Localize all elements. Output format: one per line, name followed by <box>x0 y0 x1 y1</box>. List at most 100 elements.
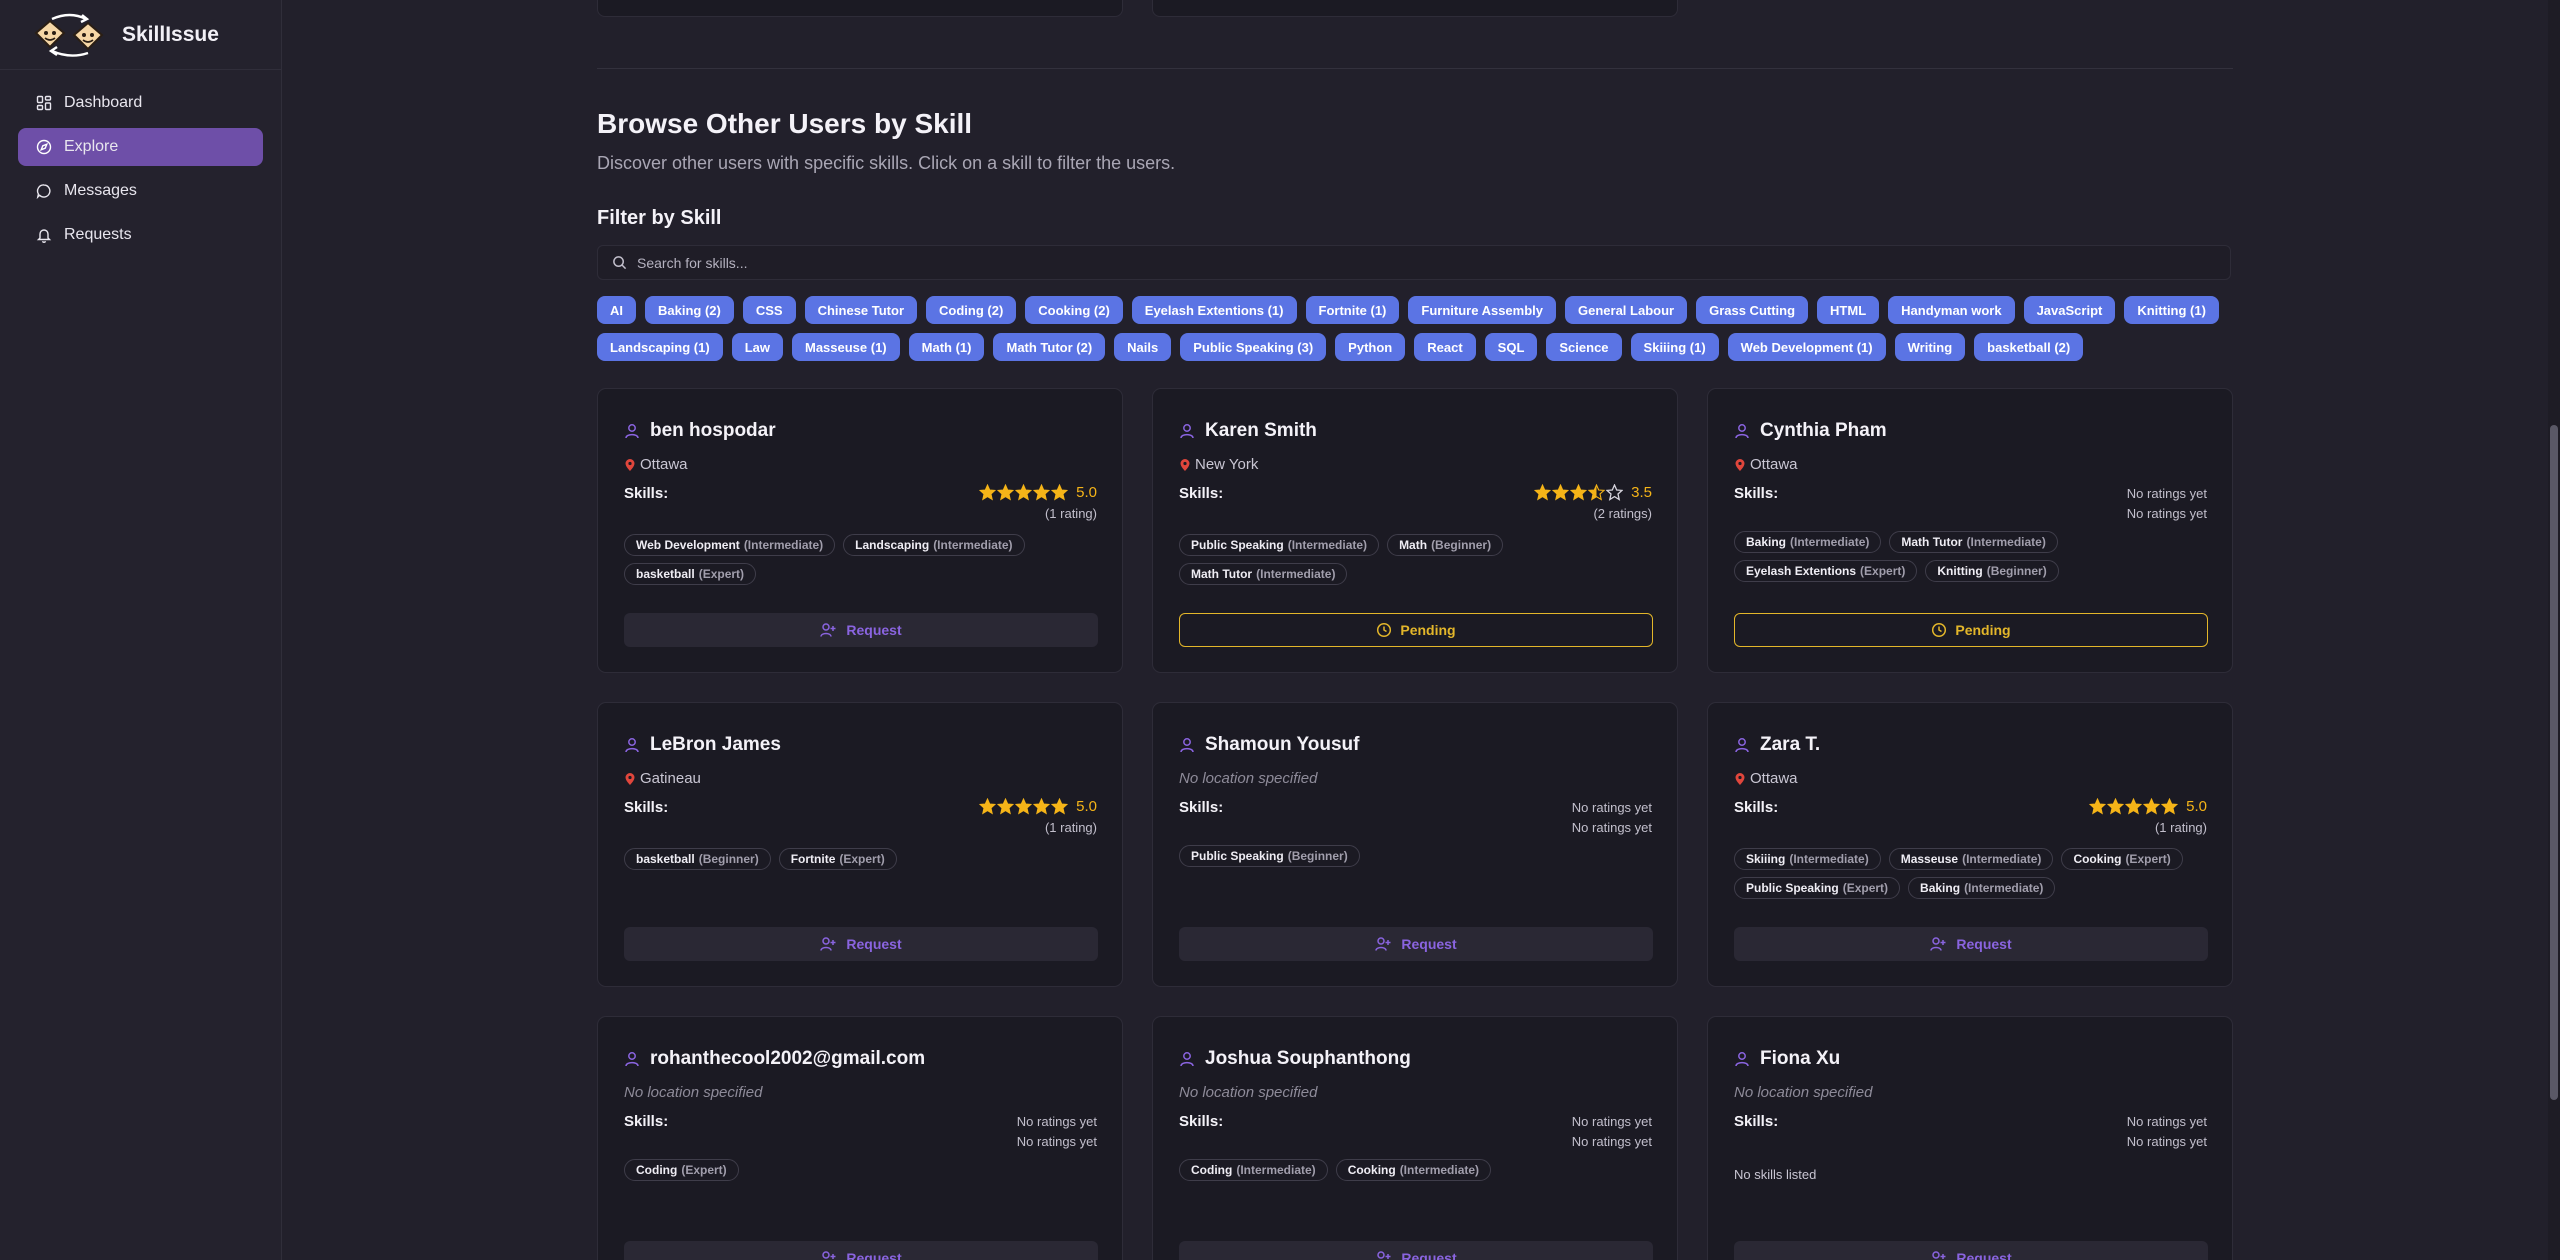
skills-label: Skills: <box>1179 799 1224 816</box>
skill-filter-tag[interactable]: Chinese Tutor <box>804 296 918 324</box>
user-name[interactable]: Fiona Xu <box>1760 1048 1841 1069</box>
button-label: Request <box>1401 936 1457 952</box>
rating-count: (1 rating) <box>2154 820 2207 835</box>
user-location: Ottawa <box>624 456 688 473</box>
skill-filter-tag[interactable]: Furniture Assembly <box>1408 296 1556 324</box>
skill-filter-tag[interactable]: Science <box>1546 333 1622 361</box>
star-rating <box>2088 797 2179 815</box>
sidebar-item-label: Messages <box>64 182 137 199</box>
user-location: Ottawa <box>1734 770 1798 787</box>
user-name[interactable]: Joshua Souphanthong <box>1205 1048 1411 1069</box>
skill-filter-tag[interactable]: Nails <box>1114 333 1172 361</box>
bell-icon <box>36 227 52 243</box>
user-name[interactable]: Zara T. <box>1760 734 1821 755</box>
skill-chip-name: Baking <box>1920 881 1961 895</box>
skill-filter-tag[interactable]: Cooking (2) <box>1025 296 1123 324</box>
skill-filter-tag[interactable]: AI <box>597 296 636 324</box>
skill-filter-tag[interactable]: SQL <box>1484 333 1538 361</box>
request-button[interactable]: Request <box>1734 1241 2208 1260</box>
rating-value: 5.0 <box>1076 484 1097 501</box>
skill-search-box[interactable] <box>597 245 2231 280</box>
sidebar-item-messages[interactable]: Messages <box>18 172 263 210</box>
sidebar-item-explore[interactable]: Explore <box>18 128 263 166</box>
skills-label: Skills: <box>1179 1113 1224 1130</box>
no-ratings-text: No ratings yet <box>1016 1134 1097 1149</box>
skill-filter-tag[interactable]: Python <box>1335 333 1406 361</box>
previous-card-bottom <box>1152 0 1678 17</box>
skill-chip-level: (Expert) <box>1842 881 1889 895</box>
skill-chip-level: (Expert) <box>1860 564 1906 578</box>
skill-search-input[interactable] <box>637 254 2137 271</box>
skill-filter-tag[interactable]: Public Speaking (3) <box>1180 333 1327 361</box>
brand[interactable]: SkillIssue <box>0 0 281 70</box>
request-button[interactable]: Request <box>1179 1241 1653 1260</box>
skill-filter-tag[interactable]: Math (1) <box>908 333 985 361</box>
skill-chip: basketball (Expert) <box>624 563 757 585</box>
user-card: Shamoun Yousuf No location specified Skill… <box>1152 702 1678 987</box>
skill-filter-tag[interactable]: CSS <box>742 296 796 324</box>
skill-chip-level: (Intermediate) <box>1790 535 1870 549</box>
skill-filter-tag[interactable]: Eyelash Extentions (1) <box>1131 296 1297 324</box>
request-button[interactable]: Request <box>1734 927 2208 961</box>
no-ratings-text: No ratings yet <box>1571 1134 1652 1149</box>
skills-label: Skills: <box>624 1113 669 1130</box>
skill-chip-level: (Expert) <box>839 852 885 866</box>
skill-filter-tag[interactable]: General Labour <box>1565 296 1688 324</box>
user-name[interactable]: Cynthia Pham <box>1760 420 1887 441</box>
user-name[interactable]: LeBron James <box>650 734 781 755</box>
skill-filter-tag[interactable]: Grass Cutting <box>1696 296 1809 324</box>
skill-chip-name: Math Tutor <box>1191 567 1253 581</box>
skill-filter-tag[interactable]: Law <box>731 333 783 361</box>
skill-filter-tag[interactable]: Landscaping (1) <box>597 333 723 361</box>
skill-chip: Coding (Expert) <box>624 1159 739 1181</box>
sidebar-item-dashboard[interactable]: Dashboard <box>18 84 263 122</box>
user-name[interactable]: Shamoun Yousuf <box>1205 734 1360 755</box>
user-location: No location specified <box>1179 770 1317 787</box>
rating-row: 5.0 <box>978 797 1097 815</box>
skill-filter-tag[interactable]: Writing <box>1894 333 1966 361</box>
skill-chip-level: (Intermediate) <box>1789 852 1869 866</box>
skill-filter-tag[interactable]: HTML <box>1817 296 1880 324</box>
user-icon <box>1179 737 1195 753</box>
skill-filter-tag[interactable]: Coding (2) <box>926 296 1017 324</box>
skill-filter-tag[interactable]: JavaScript <box>2023 296 2116 324</box>
location-text: No location specified <box>1734 1084 1873 1101</box>
button-label: Request <box>846 1250 902 1260</box>
user-name[interactable]: rohanthecool2002@gmail.com <box>650 1048 926 1069</box>
no-ratings: No ratings yet No ratings yet <box>2127 1112 2207 1152</box>
skill-filter-tag[interactable]: Fortnite (1) <box>1305 296 1400 324</box>
user-location: No location specified <box>624 1084 762 1101</box>
skill-chip-level: (Intermediate) <box>933 538 1013 552</box>
skill-filter-tag[interactable]: Knitting (1) <box>2124 296 2219 324</box>
rating-row: 5.0 <box>978 483 1097 501</box>
request-button[interactable]: Request <box>624 1241 1098 1260</box>
skill-filter-tag[interactable]: Web Development (1) <box>1727 333 1886 361</box>
user-icon <box>1179 1051 1195 1067</box>
rating-count: (1 rating) <box>1044 820 1097 835</box>
skill-filter-tag[interactable]: Masseuse (1) <box>791 333 900 361</box>
request-button[interactable]: Request <box>624 613 1098 647</box>
skill-chip: Public Speaking (Expert) <box>1734 877 1901 899</box>
skill-filter-tag[interactable]: Skiiing (1) <box>1630 333 1719 361</box>
no-ratings-text: No ratings yet <box>1571 1114 1652 1129</box>
request-button[interactable]: Request <box>624 927 1098 961</box>
sidebar-item-requests[interactable]: Requests <box>18 216 263 254</box>
skill-filter-tag[interactable]: React <box>1414 333 1476 361</box>
pending-button[interactable]: Pending <box>1179 613 1653 647</box>
skill-filter-tag[interactable]: Handyman work <box>1888 296 2015 324</box>
message-icon <box>36 183 52 199</box>
clock-icon <box>1376 622 1392 638</box>
skill-filter-tag[interactable]: Baking (2) <box>645 296 734 324</box>
user-location: Ottawa <box>1734 456 1798 473</box>
skills-label: Skills: <box>1734 799 1779 816</box>
pending-button[interactable]: Pending <box>1734 613 2208 647</box>
rating-value: 3.5 <box>1631 484 1652 501</box>
user-name[interactable]: Karen Smith <box>1205 420 1317 441</box>
user-name[interactable]: ben hospodar <box>650 420 776 441</box>
user-name-row: Zara T. <box>1734 734 1820 756</box>
skill-filter-tag[interactable]: basketball (2) <box>1974 333 2084 361</box>
page-scrollbar[interactable] <box>2548 0 2560 1260</box>
skill-filter-tag[interactable]: Math Tutor (2) <box>993 333 1106 361</box>
scrollbar-thumb[interactable] <box>2550 425 2558 1100</box>
request-button[interactable]: Request <box>1179 927 1653 961</box>
